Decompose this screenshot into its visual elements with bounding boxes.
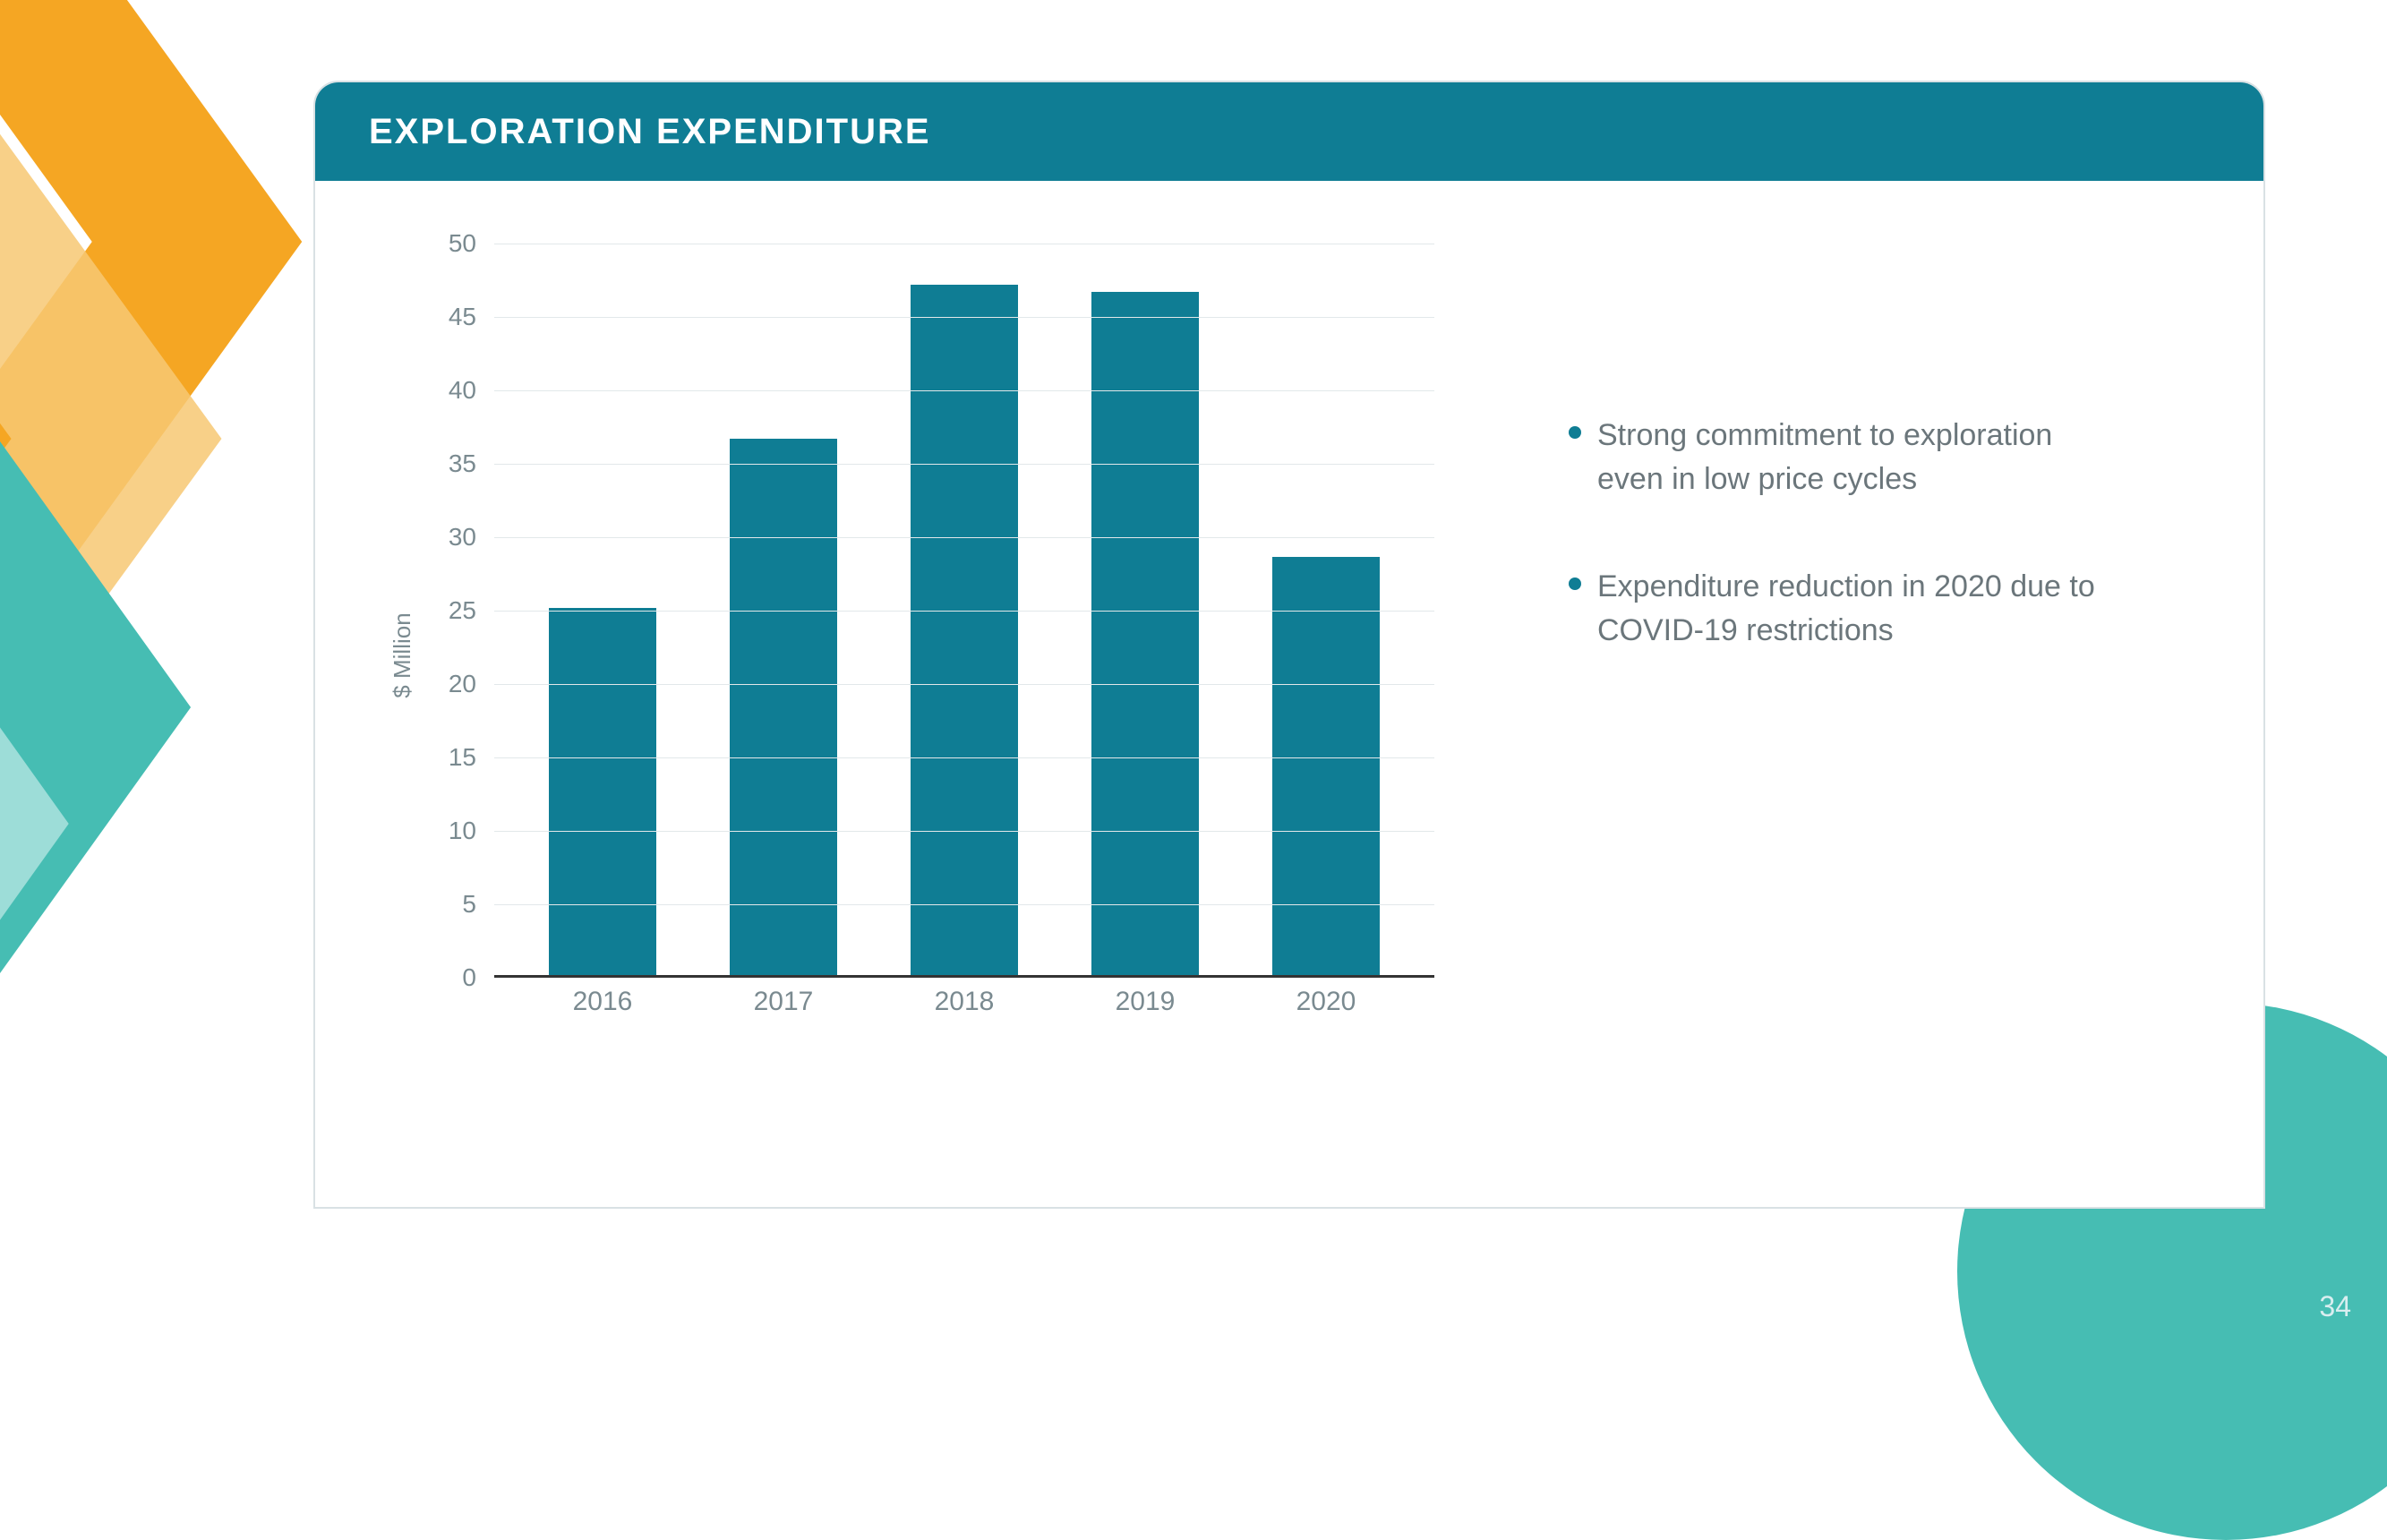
chart-bar — [549, 608, 656, 975]
chart-y-tick-label: 30 — [414, 523, 476, 552]
chart-y-tick-label: 10 — [414, 817, 476, 845]
chart-gridline — [494, 611, 1434, 612]
chart-y-tick-label: 0 — [414, 963, 476, 992]
chart-x-tick-label: 2020 — [1272, 987, 1380, 1017]
page-number: 34 — [2319, 1290, 2351, 1323]
chart-bar — [1091, 292, 1199, 975]
chart-gridline — [494, 757, 1434, 758]
chart-y-tick-label: 25 — [414, 596, 476, 625]
card-header: EXPLORATION EXPENDITURE — [315, 82, 2263, 181]
chart-bars — [494, 244, 1434, 975]
chart-x-tick-label: 2018 — [911, 987, 1018, 1017]
chart-gridline — [494, 831, 1434, 832]
chart-bar — [730, 439, 837, 975]
chart-bar — [911, 285, 1018, 975]
bullet-text: Strong commitment to exploration even in… — [1597, 414, 2099, 502]
chart-x-tick-label: 2019 — [1091, 987, 1199, 1017]
chart-gridline — [494, 904, 1434, 905]
bullet-dot-icon — [1569, 426, 1581, 439]
chart-gridline — [494, 684, 1434, 685]
bullet-item: Expenditure reduction in 2020 due to COV… — [1569, 565, 2174, 654]
chart-y-tick-label: 15 — [414, 743, 476, 772]
chart-gridline — [494, 464, 1434, 465]
bullet-text: Expenditure reduction in 2020 due to COV… — [1597, 565, 2099, 654]
chart-y-tick-label: 50 — [414, 229, 476, 258]
chart-bar — [1272, 557, 1380, 975]
chart-plot-area — [494, 244, 1434, 978]
content-card: EXPLORATION EXPENDITURE $ Million 0 5 10 15… — [313, 81, 2265, 1209]
chart-gridline — [494, 390, 1434, 391]
card-body: $ Million 05101520253035404550 201620172… — [315, 181, 2263, 1207]
bullet-dot-icon — [1569, 578, 1581, 590]
chart-ylabel: $ Million — [389, 612, 416, 697]
chart-gridline — [494, 317, 1434, 318]
chart-y-tick-label: 35 — [414, 449, 476, 478]
chart-x-ticks: 2016 2017 2018 2019 2020 — [494, 987, 1434, 1017]
bullet-item: Strong commitment to exploration even in… — [1569, 414, 2174, 502]
chart-y-tick-label: 20 — [414, 670, 476, 698]
chart-x-tick-label: 2016 — [549, 987, 656, 1017]
chart-y-tick-label: 45 — [414, 303, 476, 331]
chart-y-ticks: 05101520253035404550 — [414, 244, 476, 978]
card-title: EXPLORATION EXPENDITURE — [369, 112, 931, 152]
chart-y-tick-label: 40 — [414, 376, 476, 405]
chart-y-tick-label: 5 — [414, 890, 476, 919]
expenditure-bar-chart: $ Million 05101520253035404550 201620172… — [369, 244, 1461, 1067]
chart-x-tick-label: 2017 — [730, 987, 837, 1017]
bullet-list: Strong commitment to exploration even in… — [1461, 244, 2210, 1171]
chart-gridline — [494, 537, 1434, 538]
